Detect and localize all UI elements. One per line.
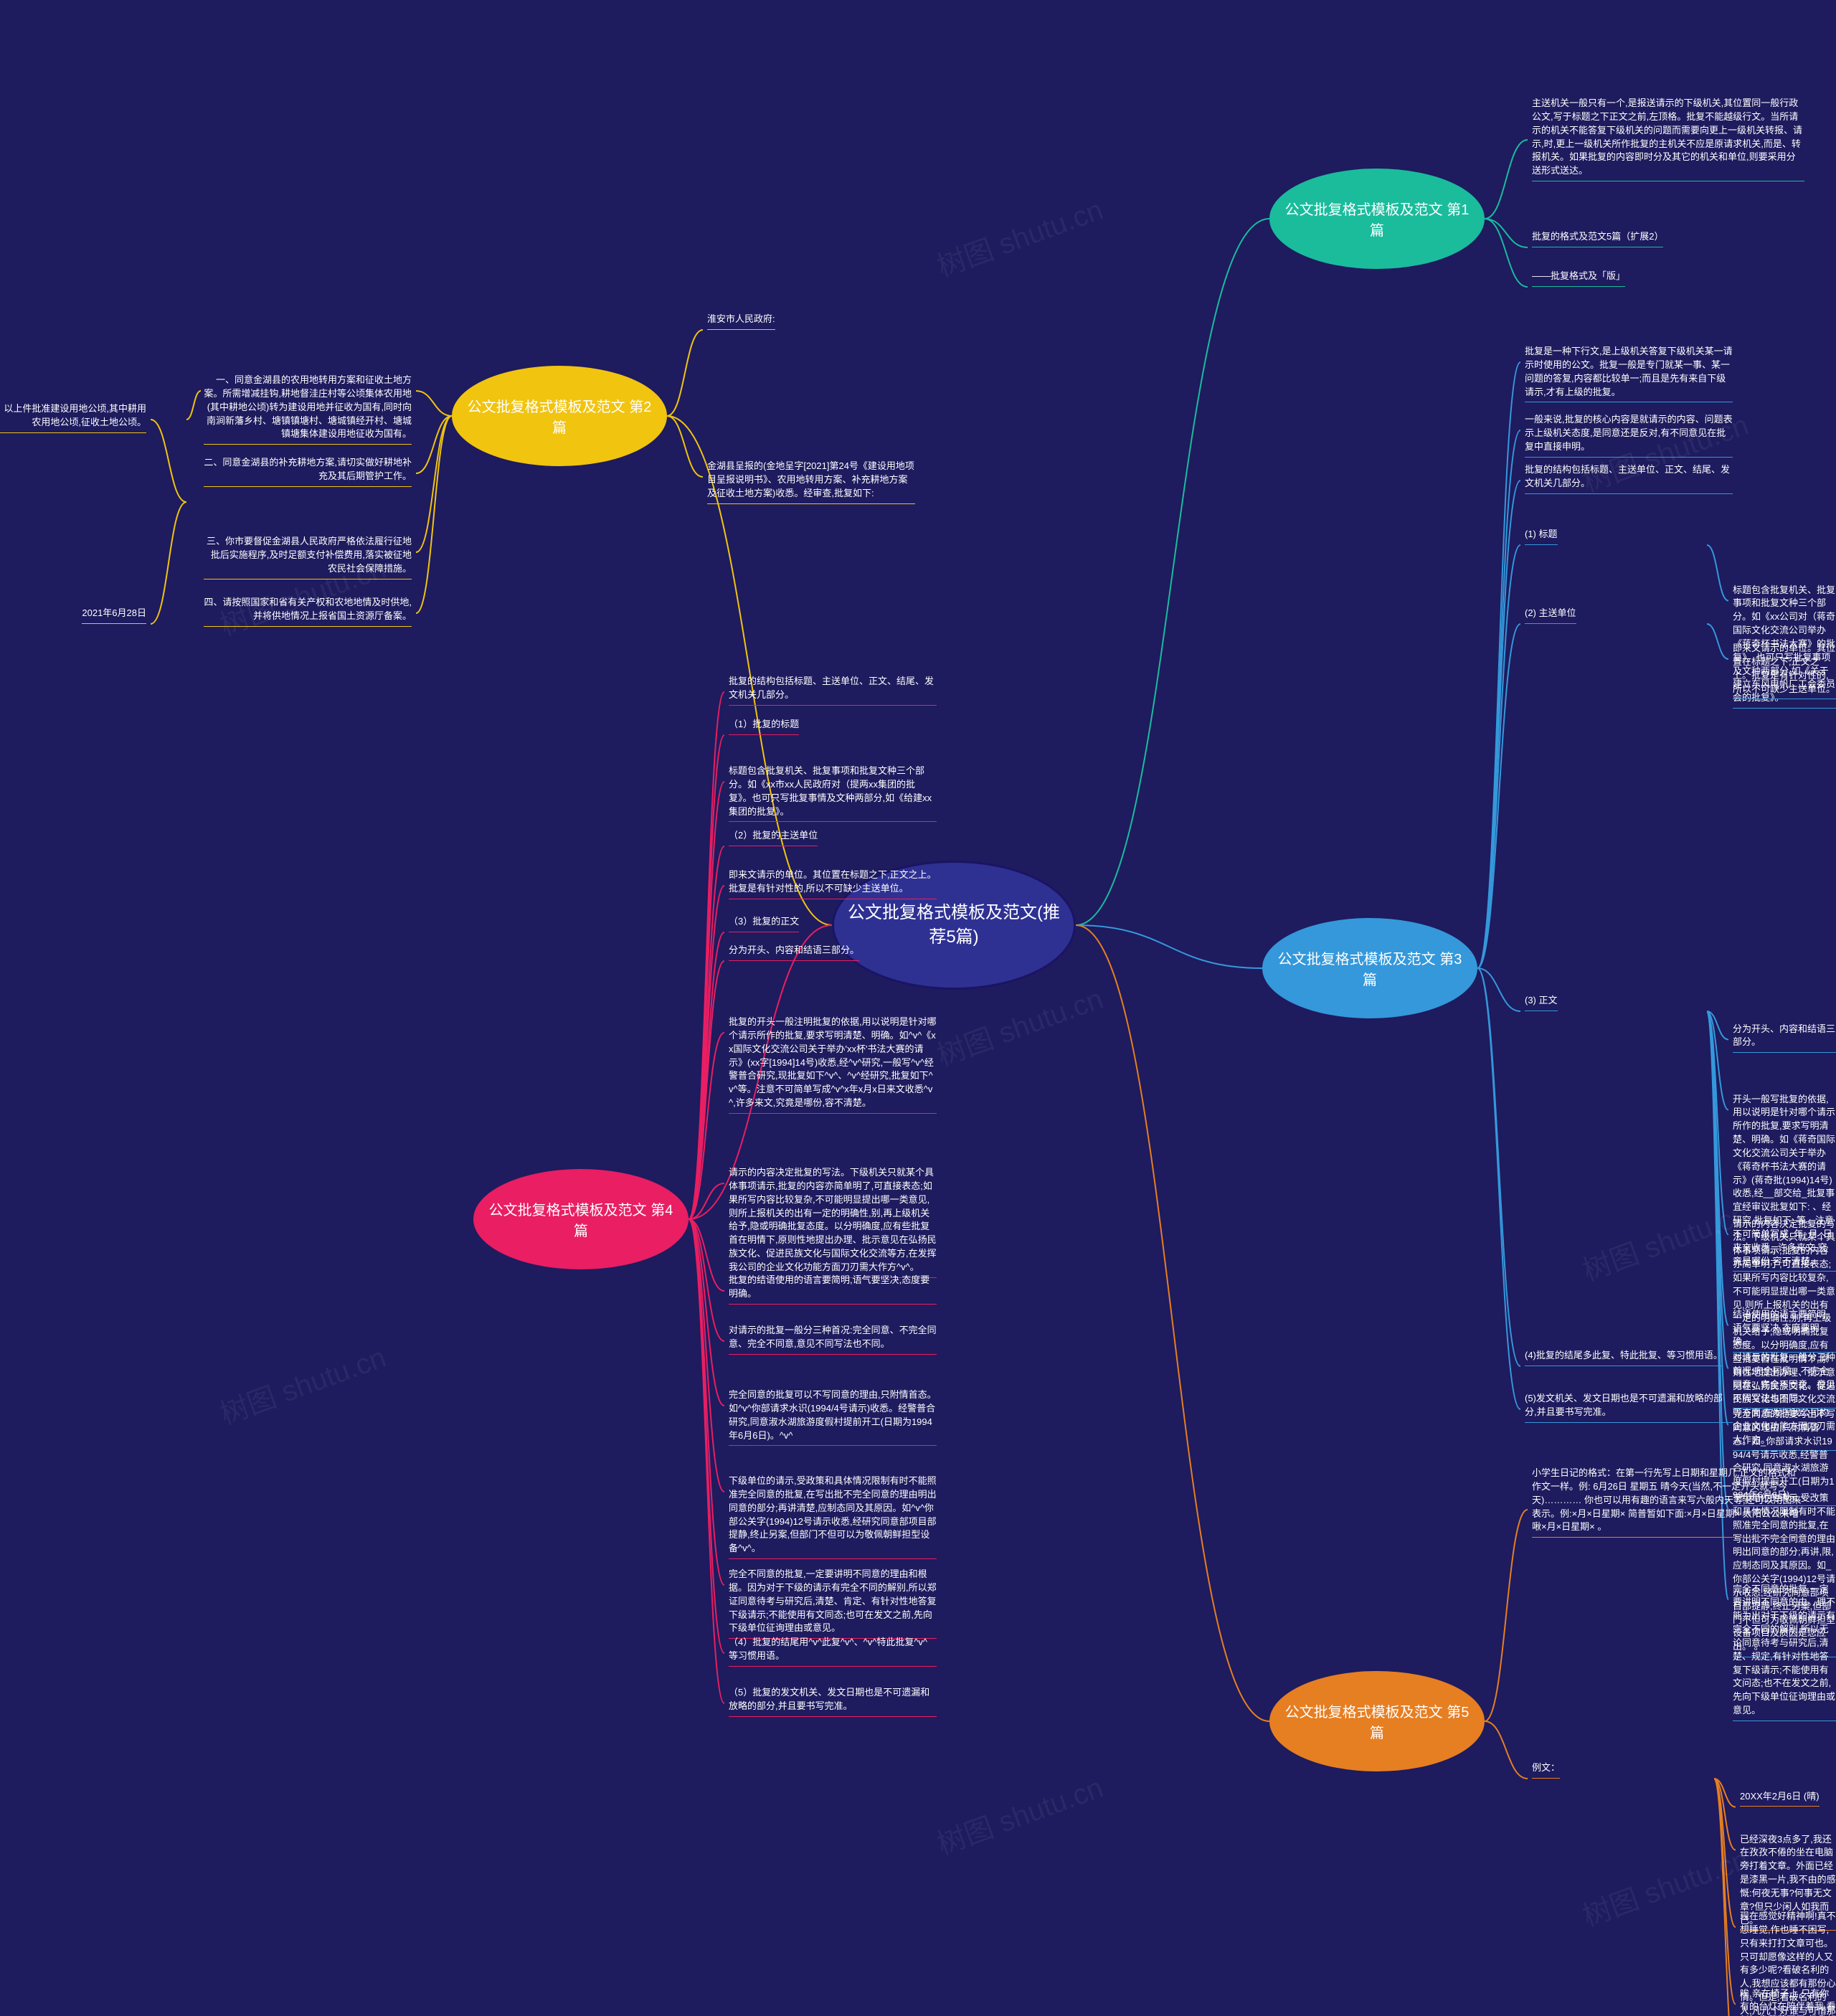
edge: [151, 420, 186, 502]
edge: [688, 735, 724, 1219]
edge: [688, 692, 724, 1219]
leaf-text: 一般来说,批复的核心内容是就请示的内容、问题表示上级机关态度,是同意还是反对,有…: [1525, 413, 1733, 458]
leaf-text: 分为开头、内容和结语三部分。: [1733, 1023, 1836, 1054]
edge: [1477, 968, 1520, 1011]
edge: [1477, 968, 1520, 1409]
leaf-text: 二、同意金湖县的补充耕地方案,请切实做好耕地补充及其后期管护工作。: [204, 456, 412, 487]
leaf-text: 淮安市人民政府:: [707, 313, 775, 330]
edge: [1485, 1721, 1528, 1779]
leaf-text: 批复是一种下行文,是上级机关答复下级机关某一请示时使用的公文。批复一般是专门就某…: [1525, 345, 1733, 402]
leaf-text: 结语使用的语言要简明,语气要坚决,态度要明确。: [1733, 1308, 1836, 1353]
leaf-text: 对请示的批复一般分三种首况:完全同意、不完全同意、完全不同意。意见不同写法也不同…: [1733, 1351, 1836, 1409]
leaf-text: (4)批复的结尾多此复、特此批复、等习惯用语。: [1525, 1349, 1723, 1366]
edge: [1485, 140, 1528, 219]
leaf-text: (5)发文机关、发文日期也是不可遗漏和放略的部分,并且要书写完准。: [1525, 1392, 1733, 1423]
edge: [1076, 925, 1262, 968]
leaf-text: 完全不同意的批复,一定要讲明不同意的理由和根据。因为对于下级的请示有完全不同的解…: [729, 1568, 937, 1639]
leaf-text: 分为开头、内容和结语三部分。: [729, 944, 859, 961]
leaf-text: 批复的结构包括标题、主送单位、正文、结尾、发文机关几部分。: [729, 675, 937, 706]
leaf-text: 批复的格式及范文5篇（扩展2）: [1532, 230, 1663, 247]
leaf-text: 请示的内容决定批复的写法。下级机关只就某个具体事项请示,批复的内容亦简单明了,可…: [729, 1166, 937, 1278]
edge: [667, 330, 703, 416]
edge: [1477, 968, 1520, 1366]
edge: [688, 1219, 724, 1585]
edge: [1485, 219, 1528, 247]
branch-node-b4: 公文批复格式模板及范文 第4篇: [473, 1169, 688, 1269]
leaf-text: （4）批复的结尾用^v^此复^v^、^v^特此批复^v^等习惯用语。: [729, 1636, 937, 1667]
branch-node-b1: 公文批复格式模板及范文 第1篇: [1269, 169, 1485, 269]
edge: [1485, 1510, 1528, 1721]
edge: [1707, 624, 1728, 659]
leaf-text: 批复的结语使用的语言要简明,语气要坚决,态度要明确。: [729, 1274, 937, 1305]
leaf-text: 以上件批准建设用地公顷,其中耕用农用地公顷,征收土地公顷。: [0, 402, 146, 433]
edge: [688, 846, 724, 1219]
edge: [1076, 219, 1269, 925]
edge: [1477, 545, 1520, 968]
leaf-text: (1) 标题: [1525, 528, 1558, 545]
edge: [1076, 925, 1269, 1721]
edge: [1485, 219, 1528, 287]
leaf-text: 小学生日记的格式：在第一行先写上日期和星期几,正文的格式和作文一样。例: 6月2…: [1532, 1467, 1804, 1538]
leaf-text: 标题包含批复机关、批复事项和批复文种三个部分。如《xx市xx人民政府对（提两xx…: [729, 765, 937, 822]
edge: [1477, 481, 1520, 968]
branch-node-b2: 公文批复格式模板及范文 第2篇: [452, 366, 667, 466]
edge: [1707, 1011, 1728, 1509]
leaf-text: 唉,亲在椅子上,只有你有的台灯在陪伴着我,看似好像葱葱更愿,但我却不喜欢。周围策…: [1740, 1987, 1836, 2016]
leaf-text: 三、你市要督促金湖县人民政府严格依法履行征地批后实施程序,及时足额支付补偿费用,…: [204, 535, 412, 579]
leaf-text: 一、同意金湖县的农用地转用方案和征收土地方案。所需增减挂钩,耕地督洼庄村等公顷集…: [204, 374, 412, 445]
leaf-text: 完全不同意的批复,一定要讲明不同意的由。理不能为出对于下级的请示有完全不同的解别…: [1733, 1583, 1836, 1721]
edge: [688, 1219, 724, 1703]
edge: [416, 416, 452, 552]
leaf-text: 2021年6月28日: [82, 607, 146, 624]
leaf-text: 批复的开头一般注明批复的依据,用以说明是针对哪个请示所作的批复,要求写明清楚、明…: [729, 1016, 937, 1114]
leaf-text: 下级单位的请示,受政策和具体情况限制有时不能照准完全同意的批复,在写出批不完全同…: [729, 1475, 937, 1559]
leaf-text: 20XX年2月6日 (晴): [1740, 1790, 1820, 1807]
edge: [1707, 545, 1728, 601]
leaf-text: （3）批复的正文: [729, 915, 799, 932]
edge: [1477, 430, 1520, 968]
leaf-text: 批复的结构包括标题、主送单位、正文、结尾、发文机关几部分。: [1525, 463, 1733, 494]
leaf-text: (3) 正文: [1525, 994, 1558, 1011]
leaf-text: 即来文请示的单位。其位置在标题之下,正文之上。批复是有针对性的,所以不可缺少主送…: [1733, 642, 1836, 699]
leaf-text: （5）批复的发文机关、发文日期也是不可遗漏和放略的部分,并且要书写完准。: [729, 1686, 937, 1717]
edge: [688, 1219, 724, 1406]
branch-node-b3: 公文批复格式模板及范文 第3篇: [1262, 918, 1477, 1018]
leaf-text: 四、请按照国家和省有关产权和农地地情及时供地,并将供地情况上报省国土资源厅备案。: [204, 596, 412, 627]
leaf-text: 对请示的批复一般分三种首况:完全同意、不完全同意、完全不同意,意见不同写法也不同…: [729, 1324, 937, 1355]
branch-node-b5: 公文批复格式模板及范文 第5篇: [1269, 1671, 1485, 1771]
leaf-text: (2) 主送单位: [1525, 607, 1576, 624]
edge: [186, 391, 201, 420]
leaf-text: 例文：: [1532, 1761, 1560, 1779]
edge: [416, 391, 452, 416]
leaf-text: （1）批复的标题: [729, 718, 799, 735]
leaf-text: ——批复格式及「版」: [1532, 270, 1625, 287]
leaf-text: 金湖县呈报的(金地呈字[2021]第24号《建设用地项目呈报说明书》、农用地转用…: [707, 460, 915, 504]
leaf-text: 主送机关一般只有一个,是报送请示的下级机关,其位置同一般行政公文,写于标题之下正…: [1532, 97, 1804, 181]
leaf-text: （2）批复的主送单位: [729, 829, 818, 846]
edge: [688, 782, 724, 1219]
leaf-text: 即来文请示的单位。其位置在标题之下,正文之上。批复是有针对性的,所以不可缺少主送…: [729, 869, 937, 899]
edge: [151, 502, 186, 624]
leaf-text: 完全同意的批复可以不写同意的理由,只附情首态。如^v^你部请求水识(1994/4…: [729, 1388, 937, 1446]
